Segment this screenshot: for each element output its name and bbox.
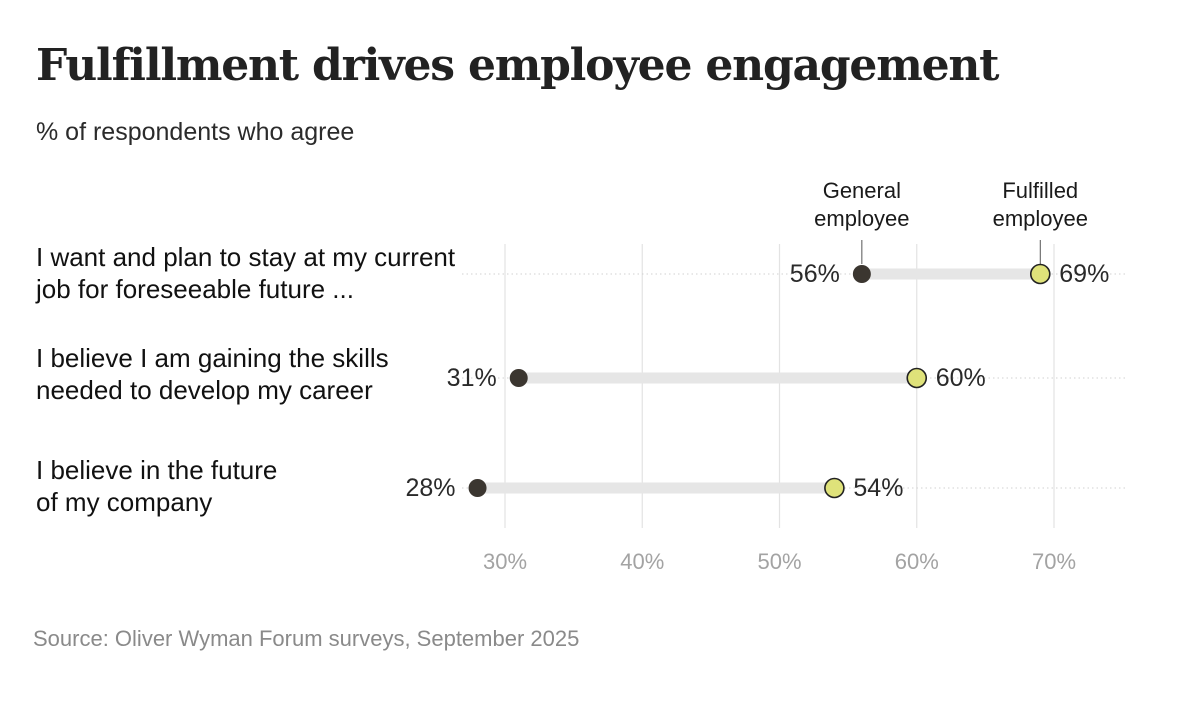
general-dot-3 — [468, 479, 487, 497]
fulfilled-dot-1 — [1029, 263, 1051, 285]
general-dot-1 — [852, 265, 871, 283]
general-dot-2 — [509, 369, 528, 387]
fulfilled-value-label-2: 60% — [936, 364, 986, 392]
legend-label-general-line-2: employee — [814, 206, 909, 231]
legend-label-fulfilled-line-2: employee — [993, 206, 1088, 231]
fulfilled-dot-3 — [824, 477, 845, 499]
row-label-3-line-1: I believe in the future — [36, 455, 278, 485]
source-note: Source: Oliver Wyman Forum surveys, Sept… — [33, 626, 580, 651]
x-tick-label-60: 60% — [895, 549, 939, 574]
fulfilled-dot-2 — [906, 367, 928, 389]
general-value-label-3: 28% — [406, 474, 456, 502]
row-label-2-line-2: needed to develop my career — [36, 375, 373, 405]
x-tick-label-40: 40% — [620, 549, 664, 574]
general-value-label-1: 56% — [790, 260, 840, 288]
chart-title: Fulfillment drives employee engagement — [36, 40, 999, 91]
row-label-2-line-1: I believe I am gaining the skills — [36, 343, 389, 373]
row-label-2: I believe I am gaining the skills needed… — [36, 342, 516, 406]
row-label-3: I believe in the future of my company — [36, 454, 516, 518]
chart-subtitle: % of respondents who agree — [36, 118, 355, 146]
x-tick-label-30: 30% — [483, 549, 527, 574]
x-tick-label-70: 70% — [1032, 549, 1076, 574]
fulfilled-value-label-1: 69% — [1059, 260, 1109, 288]
row-label-1-line-1: I want and plan to stay at my current — [36, 242, 456, 272]
x-tick-label-50: 50% — [757, 549, 801, 574]
row-label-3-line-2: of my company — [36, 487, 213, 517]
legend-label-fulfilled-line-1: Fulfilled — [1002, 178, 1078, 203]
legend-label-general-line-1: General — [823, 178, 901, 203]
fulfilled-value-label-3: 54% — [853, 474, 903, 502]
row-label-1: I want and plan to stay at my current jo… — [36, 241, 516, 305]
row-label-1-line-2: job for foreseeable future ... — [36, 274, 354, 304]
general-value-label-2: 31% — [447, 364, 497, 392]
